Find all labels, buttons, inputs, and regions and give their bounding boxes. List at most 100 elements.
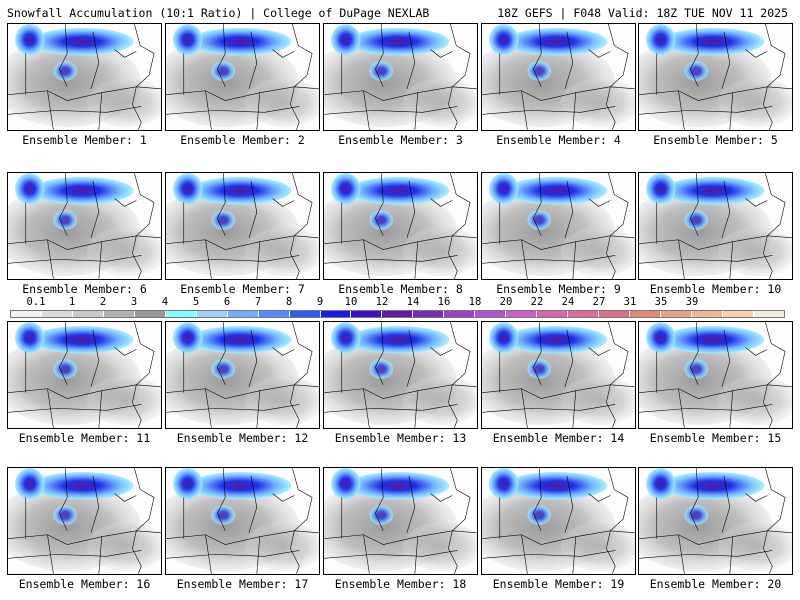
ensemble-member-panel: Ensemble Member: 10 (638, 172, 793, 296)
ensemble-member-label: Ensemble Member: 10 (649, 282, 782, 296)
colorbar-cell (382, 311, 414, 317)
ensemble-member-label: Ensemble Member: 2 (180, 133, 305, 147)
colorbar-tick-label: 6 (223, 296, 231, 308)
ensemble-member-label: Ensemble Member: 18 (334, 577, 467, 591)
ensemble-member-label: Ensemble Member: 5 (653, 133, 778, 147)
ensemble-member-panel: Ensemble Member: 15 (638, 321, 793, 445)
ensemble-member-label: Ensemble Member: 20 (649, 577, 782, 591)
colorbar-cell (413, 311, 445, 317)
colorbar-tick-label: 3 (130, 296, 138, 308)
colorbar-tick-label: 9 (316, 296, 324, 308)
snowfall-map (7, 321, 162, 429)
colorbar-tick-label: 35 (654, 296, 668, 308)
colorbar-cell (320, 311, 352, 317)
ensemble-member-panel: Ensemble Member: 4 (481, 23, 636, 147)
ensemble-member-label: Ensemble Member: 6 (22, 282, 147, 296)
colorbar-cell (568, 311, 600, 317)
ensemble-member-panel: Ensemble Member: 9 (481, 172, 636, 296)
colorbar-cell (351, 311, 383, 317)
snowfall-map (323, 23, 478, 131)
colorbar-tick-label: 22 (530, 296, 544, 308)
colorbar-cell (258, 311, 290, 317)
ensemble-member-panel: Ensemble Member: 3 (323, 23, 478, 147)
colorbar-tick-label: 16 (437, 296, 451, 308)
ensemble-member-panel: Ensemble Member: 16 (7, 467, 162, 591)
ensemble-member-label: Ensemble Member: 15 (649, 431, 782, 445)
ensemble-member-label: Ensemble Member: 13 (334, 431, 467, 445)
ensemble-member-panel: Ensemble Member: 14 (481, 321, 636, 445)
colorbar-tick-label: 12 (375, 296, 389, 308)
colorbar-tick-label: 1 (68, 296, 76, 308)
colorbar-tick-label: 0.1 (26, 296, 46, 308)
ensemble-member-label: Ensemble Member: 1 (22, 133, 147, 147)
colorbar-cell (72, 311, 104, 317)
snowfall-map (7, 467, 162, 575)
snowfall-colorbar (10, 310, 785, 318)
ensemble-member-label: Ensemble Member: 14 (492, 431, 625, 445)
snowfall-map (638, 23, 793, 131)
snowfall-map (7, 172, 162, 280)
snowfall-map (481, 172, 636, 280)
ensemble-member-panel: Ensemble Member: 18 (323, 467, 478, 591)
colorbar-cell (506, 311, 538, 317)
snowfall-map (481, 467, 636, 575)
ensemble-member-label: Ensemble Member: 4 (496, 133, 621, 147)
colorbar-cell (11, 311, 42, 317)
colorbar-cell (227, 311, 259, 317)
snowfall-map (7, 23, 162, 131)
colorbar-tick-label: 18 (468, 296, 482, 308)
colorbar-cell (722, 311, 754, 317)
colorbar-tick-label: 4 (161, 296, 169, 308)
snowfall-map (165, 23, 320, 131)
colorbar-cell (196, 311, 228, 317)
ensemble-member-panel: Ensemble Member: 19 (481, 467, 636, 591)
ensemble-member-label: Ensemble Member: 3 (338, 133, 463, 147)
ensemble-member-label: Ensemble Member: 16 (18, 577, 151, 591)
ensemble-member-label: Ensemble Member: 8 (338, 282, 463, 296)
ensemble-member-panel: Ensemble Member: 13 (323, 321, 478, 445)
snowfall-map (638, 321, 793, 429)
colorbar-cell (630, 311, 662, 317)
colorbar-tick-label: 7 (254, 296, 262, 308)
colorbar-tick-label: 20 (499, 296, 513, 308)
colorbar-cell (444, 311, 476, 317)
colorbar-cell (289, 311, 321, 317)
valid-time-label: 18Z GEFS | F048 Valid: 18Z TUE NOV 11 20… (497, 6, 788, 20)
ensemble-member-panel: Ensemble Member: 6 (7, 172, 162, 296)
colorbar-tick-label: 10 (344, 296, 358, 308)
ensemble-member-label: Ensemble Member: 19 (492, 577, 625, 591)
colorbar-cell (41, 311, 73, 317)
ensemble-member-panel: Ensemble Member: 7 (165, 172, 320, 296)
ensemble-member-label: Ensemble Member: 12 (176, 431, 309, 445)
snowfall-map (481, 321, 636, 429)
snowfall-map (165, 172, 320, 280)
colorbar-tick-label: 8 (285, 296, 293, 308)
snowfall-map (323, 467, 478, 575)
ensemble-member-panel: Ensemble Member: 1 (7, 23, 162, 147)
snowfall-map (638, 172, 793, 280)
ensemble-member-panel: Ensemble Member: 5 (638, 23, 793, 147)
ensemble-member-label: Ensemble Member: 17 (176, 577, 309, 591)
colorbar-tick-label: 14 (406, 296, 420, 308)
colorbar-cell (475, 311, 507, 317)
snowfall-map (323, 172, 478, 280)
colorbar-cell (537, 311, 569, 317)
snowfall-map (638, 467, 793, 575)
ensemble-member-label: Ensemble Member: 9 (496, 282, 621, 296)
ensemble-member-panel: Ensemble Member: 2 (165, 23, 320, 147)
colorbar-tick-label: 2 (99, 296, 107, 308)
colorbar-cell (753, 311, 784, 317)
ensemble-member-panel: Ensemble Member: 11 (7, 321, 162, 445)
ensemble-member-panel: Ensemble Member: 8 (323, 172, 478, 296)
snowfall-map (165, 321, 320, 429)
colorbar-tick-label: 31 (623, 296, 637, 308)
colorbar-cell (103, 311, 135, 317)
colorbar-tick-labels: 0.1 1 2 3 4 5 6 7 8 9 10 12 14 16 18 20 22 24 27 31 35 39 (10, 296, 785, 308)
ensemble-member-panel: Ensemble Member: 20 (638, 467, 793, 591)
colorbar-tick-label: 24 (561, 296, 575, 308)
snowfall-map (165, 467, 320, 575)
ensemble-member-label: Ensemble Member: 11 (18, 431, 151, 445)
map-title: Snowfall Accumulation (10:1 Ratio) | Col… (7, 6, 430, 20)
snowfall-map (481, 23, 636, 131)
colorbar-cell (599, 311, 631, 317)
